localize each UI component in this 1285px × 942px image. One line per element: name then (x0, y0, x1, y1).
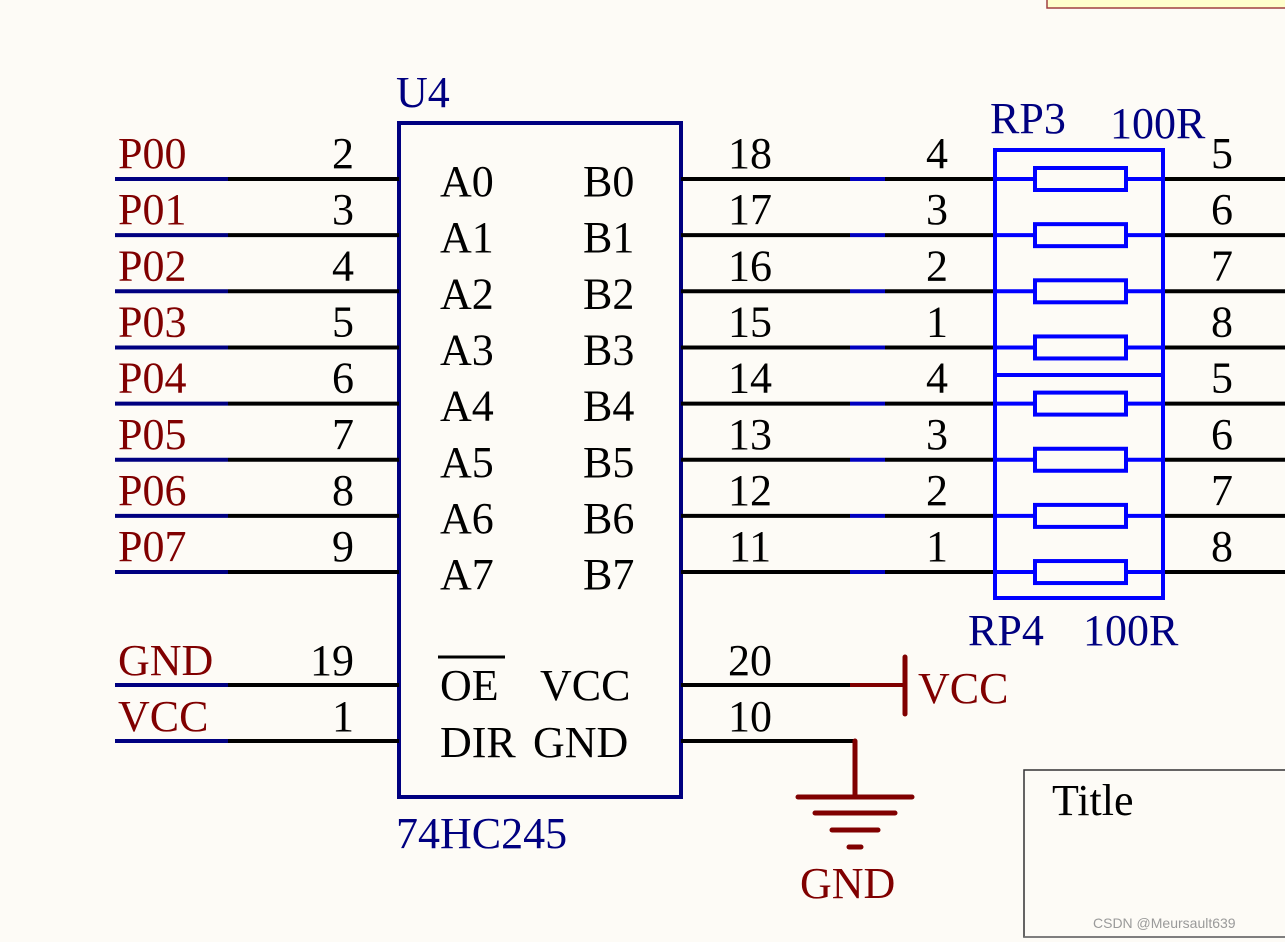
b-pin-name: B7 (583, 550, 634, 599)
net-label-p04: P04 (118, 354, 186, 403)
b-pin-number: 18 (728, 129, 772, 178)
rp-in-pin-number: 3 (926, 410, 948, 459)
rp-out-pin-number: 6 (1211, 185, 1233, 234)
a-pin-number: 6 (332, 354, 354, 403)
rp-out-pin-number: 7 (1211, 466, 1233, 515)
rp-out-pin-number: 8 (1211, 522, 1233, 571)
oe-pin-number: 19 (310, 636, 354, 685)
resistor-icon (1033, 166, 1128, 192)
a-pin-number: 3 (332, 185, 354, 234)
vcc-pin-name: VCC (540, 661, 630, 710)
a-pin-number: 8 (332, 466, 354, 515)
gnd-pin-name: GND (533, 718, 628, 767)
b-pin-number: 13 (728, 410, 772, 459)
resistor-icon (1033, 446, 1128, 473)
rp-in-pin-number: 4 (926, 129, 948, 178)
chip-part: 74HC245 (396, 809, 567, 858)
resistor-icon (1033, 502, 1128, 529)
b-pin-name: B4 (583, 382, 634, 431)
b-pin-number: 15 (728, 297, 772, 346)
resistor-icon (1033, 390, 1128, 417)
gnd-pin-number: 10 (728, 692, 772, 741)
chip-designator: U4 (396, 68, 450, 117)
b-pin-number: 16 (728, 241, 772, 290)
rp4-designator: RP4 (968, 606, 1044, 655)
net-label-p07: P07 (118, 522, 186, 571)
resistor-icon (1033, 334, 1128, 361)
b-pin-name: B5 (583, 438, 634, 487)
oe-pin-name: OE (440, 661, 499, 710)
rp-in-pin-number: 1 (926, 522, 948, 571)
a-pin-number: 7 (332, 410, 354, 459)
dir-net-label: VCC (118, 692, 208, 741)
a-pin-name: A3 (440, 325, 494, 374)
rp-out-pin-number: 5 (1211, 129, 1233, 178)
resistor-icon (1033, 278, 1128, 305)
net-label-p06: P06 (118, 466, 186, 515)
ground-icon (795, 738, 915, 850)
a-pin-number: 9 (332, 522, 354, 571)
rp-in-pin-number: 1 (926, 297, 948, 346)
vcc-pin-number: 20 (728, 636, 772, 685)
watermark: CSDN @Meursault639 (1093, 915, 1236, 931)
net-label-p02: P02 (118, 241, 186, 290)
a-pin-number: 5 (332, 297, 354, 346)
resistor-icon (1033, 559, 1128, 586)
a-pin-name: A2 (440, 269, 494, 318)
net-label-p00: P00 (118, 129, 186, 178)
dir-pin-number: 1 (332, 692, 354, 741)
resistor-icon (1033, 222, 1128, 249)
top-note-box (1046, 0, 1285, 9)
rp-out-pin-number: 5 (1211, 354, 1233, 403)
rp-out-pin-number: 6 (1211, 410, 1233, 459)
rp-out-pin-number: 7 (1211, 241, 1233, 290)
rp4-value: 100R (1083, 606, 1179, 655)
net-label-p05: P05 (118, 410, 186, 459)
oe-net-label: GND (118, 636, 213, 685)
a-pin-number: 4 (332, 241, 354, 290)
a-pin-name: A7 (440, 550, 494, 599)
rp-out-pin-number: 8 (1211, 297, 1233, 346)
b-pin-name: B6 (583, 494, 634, 543)
a-pin-number: 2 (332, 129, 354, 178)
a-pin-name: A4 (440, 382, 494, 431)
b-pin-name: B0 (583, 157, 634, 206)
rp3-designator: RP3 (990, 94, 1066, 143)
net-label-p01: P01 (118, 185, 186, 234)
rp-in-pin-number: 2 (926, 466, 948, 515)
b-pin-name: B3 (583, 325, 634, 374)
gnd-port-label: GND (800, 859, 895, 908)
b-pin-number: 11 (729, 522, 771, 571)
b-pin-name: B1 (583, 213, 634, 262)
b-pin-number: 14 (728, 354, 772, 403)
a-pin-name: A5 (440, 438, 494, 487)
vcc-port-label: VCC (918, 664, 1008, 713)
a-pin-name: A0 (440, 157, 494, 206)
rp3-value: 100R (1110, 99, 1206, 148)
title-label: Title (1052, 776, 1134, 825)
b-pin-number: 12 (728, 466, 772, 515)
rp-in-pin-number: 4 (926, 354, 948, 403)
net-label-p03: P03 (118, 297, 186, 346)
rp-in-pin-number: 2 (926, 241, 948, 290)
dir-pin-name: DIR (440, 718, 516, 767)
a-pin-name: A6 (440, 494, 494, 543)
a-pin-name: A1 (440, 213, 494, 262)
rp-in-pin-number: 3 (926, 185, 948, 234)
b-pin-number: 17 (728, 185, 772, 234)
b-pin-name: B2 (583, 269, 634, 318)
